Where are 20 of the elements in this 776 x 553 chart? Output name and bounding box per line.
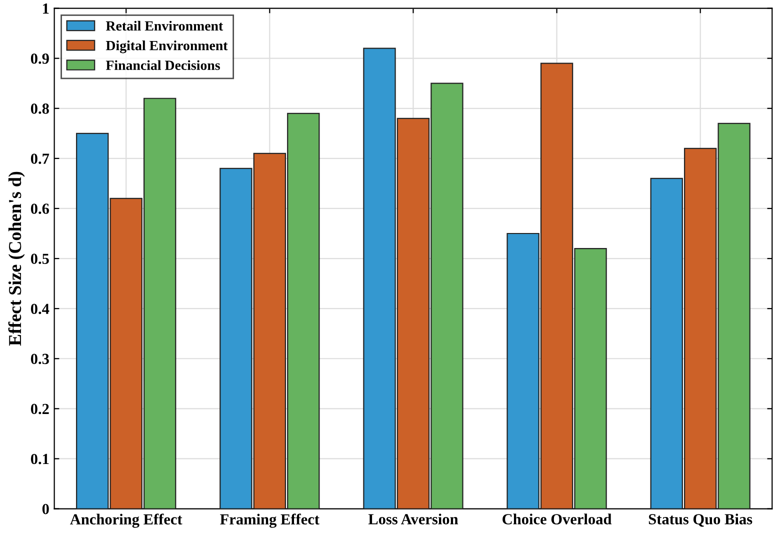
- x-tick-label: Status Quo Bias: [648, 514, 752, 527]
- y-tick-label: 0.6: [30, 204, 50, 214]
- y-tick-label: 0.1: [30, 454, 49, 464]
- x-tick-label: Framing Effect: [220, 514, 320, 528]
- y-tick-label: 0.5: [30, 254, 49, 264]
- legend-label: Digital Environment: [106, 40, 228, 54]
- x-tick-label: Choice Overload: [502, 514, 612, 524]
- y-tick-label: 1: [43, 4, 49, 14]
- y-tick-label: 0: [42, 504, 49, 514]
- y-tick-label: 0.2: [30, 404, 49, 414]
- y-axis-title: Effect Size (Cohen's d): [8, 172, 25, 346]
- x-tick-label: Anchoring Effect: [70, 514, 182, 528]
- y-tick-label: 0.4: [30, 304, 50, 314]
- x-tick-label: Loss Aversion: [368, 514, 458, 524]
- y-tick-label: 0.9: [30, 53, 49, 64]
- y-tick-label: 0.7: [30, 154, 50, 164]
- legend-label: Retail Environment: [106, 20, 224, 31]
- y-tick-label: 0.3: [30, 354, 49, 364]
- legend-label: Financial Decisions: [106, 60, 220, 70]
- y-tick-label: 0.8: [30, 104, 49, 114]
